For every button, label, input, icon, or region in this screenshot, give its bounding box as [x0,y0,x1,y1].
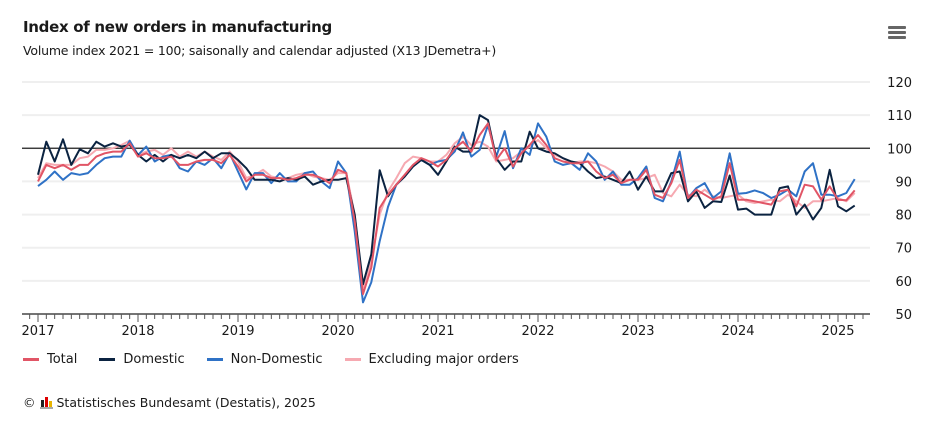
y-tick-label: 60 [895,275,912,290]
legend-label: Domestic [123,352,185,367]
legend-swatch [23,358,39,361]
hamburger-menu-icon[interactable] [884,24,910,44]
legend-label: Non-Domestic [230,352,323,367]
copyright-symbol: © [23,395,36,410]
y-tick-label: 120 [887,76,912,91]
legend-label: Excluding major orders [368,352,519,367]
y-tick-label: 90 [895,175,912,190]
chart-title: Index of new orders in manufacturing [23,18,332,36]
source-text: Statistisches Bundesamt (Destatis), 2025 [56,395,316,410]
legend-swatch [99,358,116,361]
y-tick-label: 100 [887,142,912,157]
x-tick-label: 2021 [421,324,454,339]
series-line-total [37,122,856,296]
legend-swatch [344,358,361,361]
x-tick-label: 2024 [721,324,754,339]
legend-item-non-domestic[interactable]: Non-Domestic [206,352,323,367]
chart-subtitle: Volume index 2021 = 100; saisonally and … [23,43,497,58]
legend-item-domestic[interactable]: Domestic [99,352,185,367]
legend-item-excluding-major-orders[interactable]: Excluding major orders [344,352,519,367]
x-tick-label: 2018 [121,324,154,339]
series-line-non-domestic [37,122,856,304]
x-tick-label: 2020 [321,324,354,339]
x-tick-label: 2025 [821,324,854,339]
y-tick-label: 70 [895,242,912,257]
destatis-logo-icon [39,396,53,409]
x-tick-label: 2023 [621,324,654,339]
legend: Total Domestic Non-Domestic Excluding major… [23,352,519,367]
legend-swatch [206,358,223,361]
y-tick-label: 110 [887,109,912,124]
x-tick-label: 2017 [21,324,54,339]
footer: © Statistisches Bundesamt (Destatis), 20… [23,395,316,410]
legend-label: Total [47,352,78,367]
x-tick-label: 2022 [521,324,554,339]
y-tick-label: 80 [895,209,912,224]
series-line-domestic [37,114,856,286]
legend-item-total[interactable]: Total [23,352,77,367]
y-tick-label: 50 [895,308,912,323]
x-tick-label: 2019 [221,324,254,339]
